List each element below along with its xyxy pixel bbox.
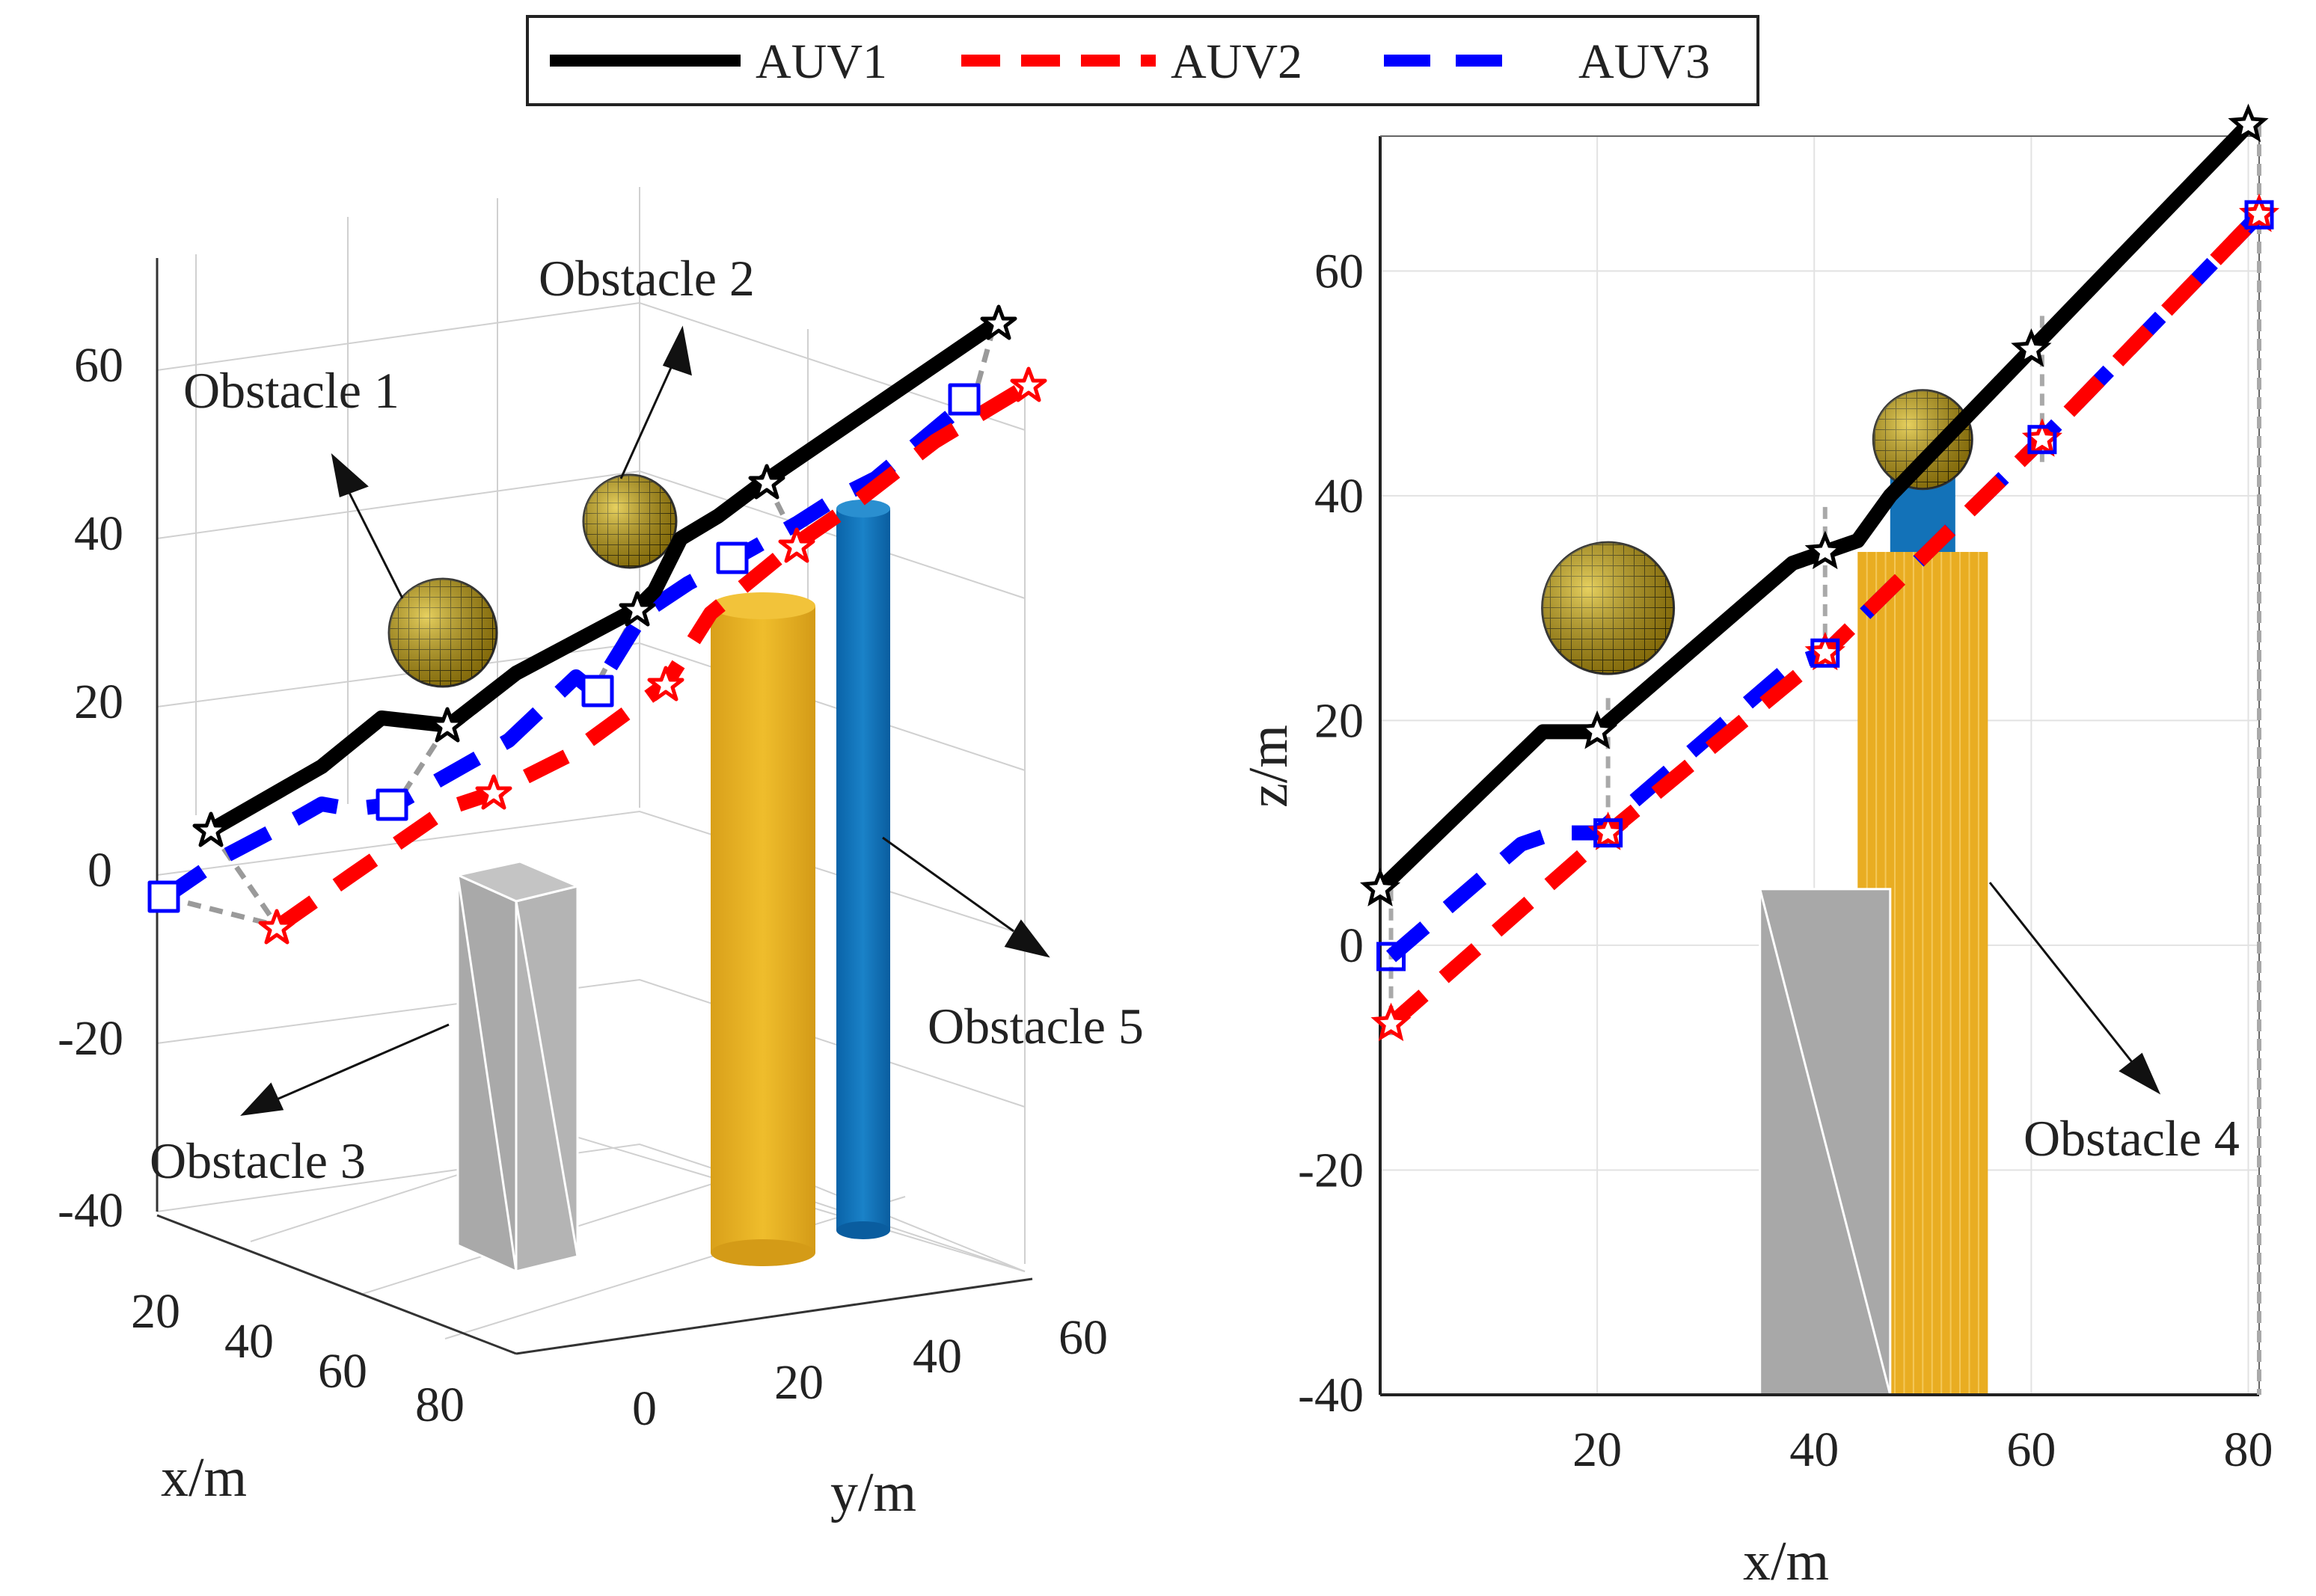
y-ticks-3d: 0 20 40 60 y/m (632, 1310, 1108, 1523)
y-tick-xz: -40 (1298, 1368, 1364, 1422)
axes-3d (156, 258, 1033, 1355)
z-tick-3d-m40: -40 (58, 1183, 123, 1238)
ticks-xz: 20 40 60 80 60 40 20 0 -20 -40 (1298, 244, 2273, 1477)
y-label-3d: y/m (830, 1462, 916, 1523)
y-tick-3d-40: 40 (913, 1329, 962, 1384)
markers-xz (1359, 103, 2280, 1042)
x-tick-xz: 80 (2223, 1422, 2273, 1477)
y-label-xz: z/m (1238, 725, 1299, 808)
auv1-marker (2228, 103, 2269, 143)
auv3-marker (2244, 200, 2274, 230)
markers-auv3-3d (147, 383, 981, 913)
obstacle-5-label: Obstacle 5 (928, 998, 1144, 1055)
grey-box-edge (1759, 888, 1892, 1396)
markers-auv1-3d (192, 304, 1017, 847)
auv2-path-3d (272, 378, 1033, 934)
x-tick-3d-80: 80 (415, 1378, 465, 1432)
x-tick-3d-60: 60 (318, 1344, 367, 1399)
y-tick-xz: 0 (1339, 918, 1364, 973)
y-tick-3d-60: 60 (1059, 1310, 1108, 1365)
sphere-xz-shade (1873, 390, 1973, 489)
obstacle-5-cylinders (711, 500, 890, 1266)
x-label-xz: x/m (1743, 1531, 1829, 1592)
sphere-xz-shade (1542, 542, 1674, 675)
auv1-marker (2011, 328, 2052, 367)
x-tick-xz: 20 (1572, 1422, 1622, 1477)
z-tick-3d-60: 60 (74, 338, 123, 393)
legend-label-auv3: AUV3 (1578, 34, 1710, 89)
plot-3d: 60 40 20 0 -20 -40 20 40 60 80 x/m 0 20 … (58, 187, 1144, 1523)
auv3-marker (1376, 942, 1406, 972)
auv3-marker (1593, 818, 1623, 848)
auv3-marker (2027, 425, 2057, 455)
auv1-marker (1359, 868, 1401, 906)
obstacle-2-label: Obstacle 2 (539, 250, 755, 307)
annotation-xz (1988, 882, 2161, 1095)
obstacle-3-label: Obstacle 3 (150, 1132, 366, 1189)
obstacle-2-sphere (582, 473, 678, 569)
z-tick-3d-40: 40 (74, 506, 123, 561)
z-ticks-3d: 60 40 20 0 -20 -40 (58, 338, 123, 1238)
y-tick-xz: -20 (1298, 1143, 1364, 1197)
y-tick-3d-20: 20 (774, 1355, 824, 1410)
auv3-marker (1810, 638, 1840, 668)
legend: AUV1 AUV2 AUV3 (526, 15, 1759, 106)
x-tick-3d-20: 20 (131, 1284, 180, 1339)
plot-xz: 20 40 60 80 60 40 20 0 -20 -40 x/m z/m Obstacle 4 (1238, 103, 2280, 1592)
x-label-3d: x/m (161, 1447, 247, 1508)
y-tick-3d-0: 0 (632, 1381, 657, 1436)
legend-label-auv2: AUV2 (1171, 34, 1302, 89)
obstacle-4-label: Obstacle 4 (2024, 1110, 2240, 1167)
z-tick-3d-m20: -20 (58, 1011, 123, 1066)
x-tick-xz: 60 (2006, 1422, 2056, 1477)
x-tick-3d-40: 40 (224, 1314, 274, 1369)
y-tick-xz: 60 (1314, 244, 1364, 298)
obstacle-3-box (454, 860, 581, 1274)
auv1-marker (1804, 530, 1845, 570)
z-tick-3d-0: 0 (88, 843, 112, 897)
obstacles-xz (1541, 389, 1988, 1396)
auv2-marker (1370, 1002, 1412, 1042)
trajectories-3d (147, 304, 1047, 945)
auv3-path-xz (1385, 209, 2265, 963)
auv1-marker (1577, 710, 1618, 749)
markers-auv2-3d (258, 366, 1047, 945)
obstacle-1-sphere (387, 577, 498, 688)
annotations-3d (240, 325, 1050, 1117)
legend-label-auv1: AUV1 (756, 34, 887, 89)
obstacle-1-label: Obstacle 1 (183, 362, 399, 419)
x-tick-xz: 40 (1789, 1422, 1839, 1477)
x-ticks-3d: 20 40 60 80 x/m (131, 1284, 465, 1508)
y-tick-xz: 40 (1314, 469, 1364, 524)
auv1-path-xz (1375, 120, 2254, 894)
z-tick-3d-20: 20 (74, 675, 123, 729)
y-tick-xz: 20 (1314, 693, 1364, 748)
